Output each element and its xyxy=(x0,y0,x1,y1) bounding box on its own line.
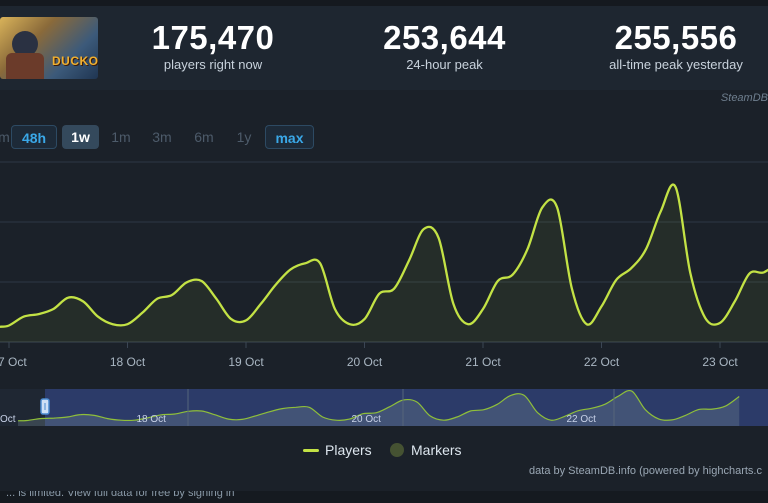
range-button-1w[interactable]: 1w xyxy=(62,125,99,149)
chart-credit[interactable]: data by SteamDB.info (powered by highcha… xyxy=(529,465,762,477)
navigator-area xyxy=(18,390,740,426)
stat-current: 175,470 players right now xyxy=(143,19,283,73)
stat-24h-peak: 253,644 24-hour peak xyxy=(372,19,517,73)
game-logo-text: DUCKOV xyxy=(52,54,98,68)
x-tick-label: 23 Oct xyxy=(702,355,738,369)
game-thumbnail[interactable]: DUCKOV xyxy=(0,17,98,79)
x-tick-label: 18 Oct xyxy=(110,355,146,369)
range-button-1y[interactable]: 1y xyxy=(236,129,252,145)
range-button-6m[interactable]: 6m xyxy=(194,129,214,145)
top-strip xyxy=(0,0,768,6)
range-button-m[interactable]: m xyxy=(0,129,10,145)
chart-panel xyxy=(0,108,768,491)
x-tick-label: 21 Oct xyxy=(465,355,501,369)
navigator-tick-label: Oct xyxy=(0,414,16,425)
navigator-selected-window xyxy=(45,389,768,426)
legend-players[interactable]: Players xyxy=(303,442,372,458)
all-time-peak-value: 255,556 xyxy=(614,19,738,56)
navigator: Oct 18 Oct 20 Oct 22 Oct xyxy=(0,389,768,426)
markers-legend-swatch xyxy=(390,443,404,457)
all-time-peak-label: all-time peak yesterday xyxy=(609,57,743,72)
legend-markers[interactable]: Markers xyxy=(390,442,462,458)
stat-all-time-peak: 255,556 all-time peak yesterday xyxy=(596,19,756,73)
range-button-1m[interactable]: 1m xyxy=(111,129,131,145)
legend-players-label: Players xyxy=(325,442,372,458)
bottom-notice: ... is limited. View full data for free … xyxy=(0,491,768,503)
current-players-label: players right now xyxy=(163,57,263,72)
range-button-max[interactable]: max xyxy=(265,125,314,149)
navigator-line xyxy=(17,389,740,422)
range-button-3m[interactable]: 3m xyxy=(152,129,172,145)
character-body xyxy=(6,53,44,79)
players-area xyxy=(0,184,768,342)
current-players-value: 175,470 xyxy=(151,19,275,56)
x-tick-label: 20 Oct xyxy=(347,355,383,369)
players-legend-swatch xyxy=(303,448,319,452)
bottom-notice-text[interactable]: ... is limited. View full data for free … xyxy=(6,491,235,499)
steamdb-credit[interactable]: SteamDB xyxy=(720,92,768,104)
range-button-48h[interactable]: 48h xyxy=(11,125,57,149)
navigator-tick-label: 22 Oct xyxy=(567,414,597,425)
stats-bar: DUCKOV 175,470 players right now 253,644… xyxy=(0,6,768,90)
x-tick-label: 17 Oct xyxy=(0,355,27,369)
navigator-tick-label: 18 Oct xyxy=(137,414,167,425)
x-tick-label: 19 Oct xyxy=(228,355,264,369)
character-head xyxy=(12,31,38,57)
x-tick-label: 22 Oct xyxy=(584,355,620,369)
navigator-tick-label: 20 Oct xyxy=(352,414,382,425)
x-axis-ticks: 17 Oct 18 Oct 19 Oct 20 Oct 21 Oct 22 Oct 23 O… xyxy=(0,342,738,369)
peak-24h-value: 253,644 xyxy=(383,19,506,56)
peak-24h-label: 24-hour peak xyxy=(406,57,483,72)
players-series-line xyxy=(0,183,768,328)
legend-markers-label: Markers xyxy=(411,442,462,458)
